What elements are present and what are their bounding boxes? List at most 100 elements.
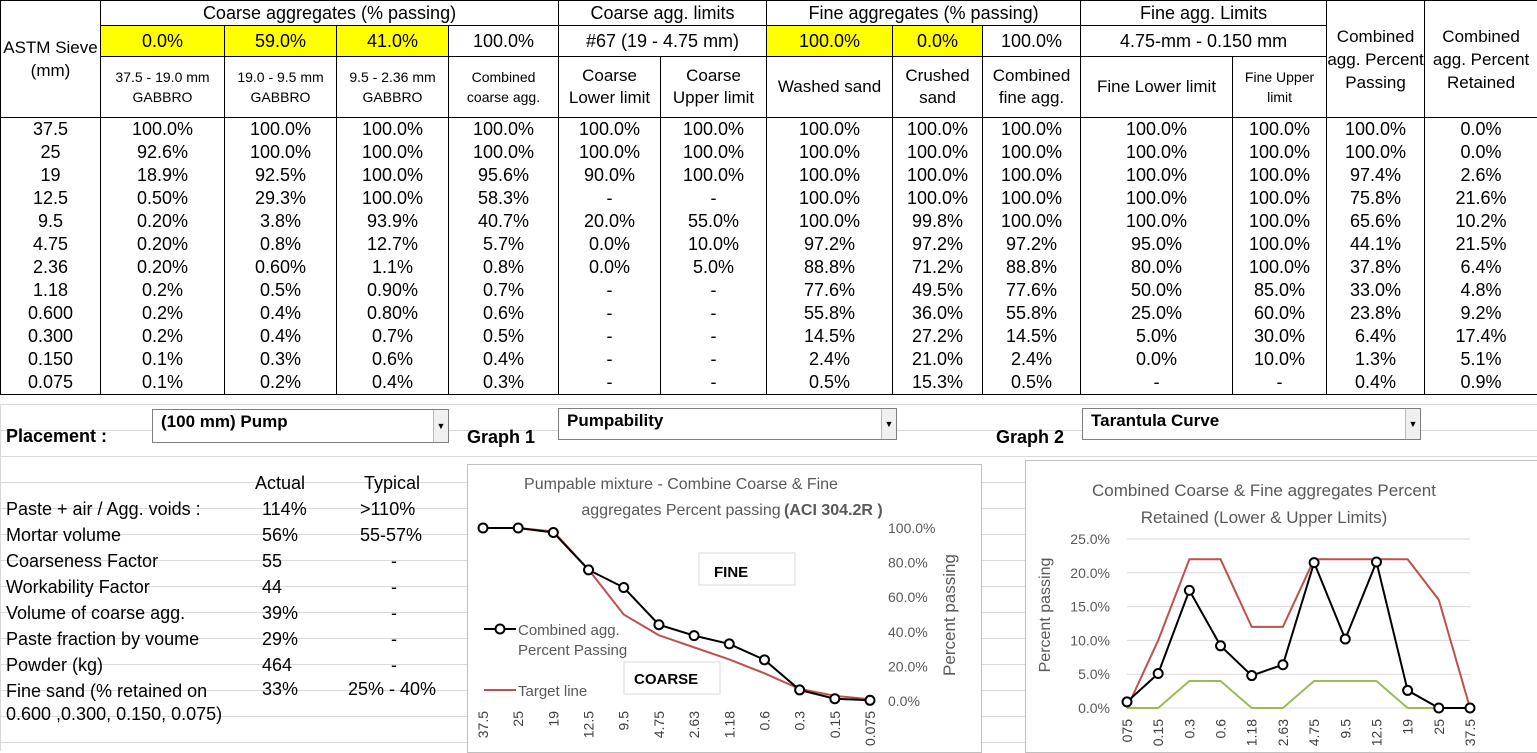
- table-cell: 14.5%: [767, 325, 893, 348]
- sieve-size-cell: 9.5: [1, 210, 101, 233]
- graph1-dropdown[interactable]: Pumpability ▼: [558, 408, 897, 440]
- table-cell: 10.0%: [1233, 348, 1327, 371]
- table-cell: 75.8%: [1327, 187, 1425, 210]
- table-cell: 100.0%: [101, 118, 225, 142]
- property-typical: >110%: [360, 499, 415, 520]
- table-cell: 100.0%: [1233, 233, 1327, 256]
- coarse-pct-2[interactable]: 59.0%: [225, 26, 337, 57]
- chevron-down-icon[interactable]: ▼: [433, 410, 448, 442]
- table-cell: 20.0%: [559, 210, 661, 233]
- combined-passing-header: Combined agg. Percent Passing: [1327, 1, 1425, 118]
- property-label: Fine sand (% retained on 0.600 ,0.300, 0…: [6, 680, 231, 726]
- table-cell: 77.6%: [767, 279, 893, 302]
- y-tick-label: 20.0%: [888, 658, 928, 674]
- table-cell: 100.0%: [893, 187, 983, 210]
- chevron-down-icon[interactable]: ▼: [1405, 409, 1420, 439]
- table-cell: 1.1%: [337, 256, 449, 279]
- table-cell: 0.4%: [225, 302, 337, 325]
- data-point: [690, 631, 699, 640]
- table-cell: 0.2%: [101, 302, 225, 325]
- table-cell: 2.6%: [1425, 164, 1537, 187]
- table-cell: 100.0%: [767, 187, 893, 210]
- table-cell: 100.0%: [1233, 187, 1327, 210]
- placement-dropdown[interactable]: (100 mm) Pump ▼: [152, 409, 449, 443]
- table-cell: 100.0%: [983, 187, 1081, 210]
- table-cell: 0.0%: [1425, 141, 1537, 164]
- table-cell: 100.0%: [1081, 164, 1233, 187]
- table-cell: 100.0%: [1327, 118, 1425, 142]
- graph2-label: Graph 2: [996, 427, 1064, 448]
- fine-pct-1[interactable]: 100.0%: [767, 26, 893, 57]
- col-header: Crushed sand: [893, 57, 983, 118]
- data-point: [1185, 586, 1194, 595]
- table-cell: 12.7%: [337, 233, 449, 256]
- coarse-limits-range: #67 (19 - 4.75 mm): [559, 26, 767, 57]
- data-point: [1278, 660, 1287, 669]
- table-cell: 95.6%: [449, 164, 559, 187]
- table-cell: 4.8%: [1425, 279, 1537, 302]
- chevron-down-icon[interactable]: ▼: [881, 409, 896, 439]
- gradation-table: ASTM Sieve (mm) Coarse aggregates (% pas…: [0, 0, 1537, 395]
- x-tick-label: 19: [1400, 719, 1416, 735]
- series-line: [1127, 562, 1470, 708]
- placement-value: (100 mm) Pump: [161, 412, 288, 431]
- actual-header: Actual: [255, 473, 305, 494]
- table-cell: 100.0%: [767, 210, 893, 233]
- x-tick-label: 37.5: [1462, 719, 1478, 746]
- table-cell: 0.3%: [225, 348, 337, 371]
- table-cell: 5.1%: [1425, 348, 1537, 371]
- table-cell: 0.0%: [1081, 348, 1233, 371]
- table-cell: 0.6%: [337, 348, 449, 371]
- data-point: [1123, 697, 1132, 706]
- table-cell: 21.6%: [1425, 187, 1537, 210]
- table-cell: 55.8%: [983, 302, 1081, 325]
- table-cell: 100.0%: [1081, 141, 1233, 164]
- graph1-label: Graph 1: [467, 427, 535, 448]
- col-header: Combined coarse agg.: [449, 57, 559, 118]
- sieve-size-cell: 2.36: [1, 256, 101, 279]
- property-typical: 55-57%: [360, 525, 422, 546]
- table-cell: 3.8%: [225, 210, 337, 233]
- tarantula-chart: Combined Coarse & Fine aggregates Percen…: [1026, 461, 1537, 752]
- table-cell: 0.5%: [983, 371, 1081, 395]
- pumpability-chart: Pumpable mixture - Combine Coarse & Fine…: [468, 465, 981, 752]
- table-cell: 40.7%: [449, 210, 559, 233]
- table-cell: 0.20%: [101, 233, 225, 256]
- chart-1: Pumpable mixture - Combine Coarse & Fine…: [467, 464, 982, 753]
- y-tick-label: 25.0%: [1070, 531, 1110, 547]
- property-typical: 25% - 40%: [348, 679, 436, 700]
- coarse-pct-1[interactable]: 0.0%: [101, 26, 225, 57]
- table-cell: 90.0%: [559, 164, 661, 187]
- table-cell: -: [559, 302, 661, 325]
- table-cell: 100.0%: [983, 141, 1081, 164]
- coarse-pct-3[interactable]: 41.0%: [337, 26, 449, 57]
- table-cell: 100.0%: [337, 187, 449, 210]
- property-actual: 33%: [262, 679, 298, 700]
- col-header: 37.5 - 19.0 mm GABBRO: [101, 57, 225, 118]
- table-cell: 100.0%: [1081, 187, 1233, 210]
- x-tick-label: 9.5: [1337, 719, 1353, 739]
- table-cell: 100.0%: [337, 141, 449, 164]
- table-cell: 0.2%: [101, 279, 225, 302]
- table-cell: 97.2%: [893, 233, 983, 256]
- x-tick-label: 25: [510, 711, 526, 727]
- property-typical: -: [391, 655, 397, 676]
- table-cell: 17.4%: [1425, 325, 1537, 348]
- table-cell: 0.20%: [101, 256, 225, 279]
- table-cell: 0.6%: [449, 302, 559, 325]
- table-cell: 0.5%: [767, 371, 893, 395]
- limit-line: [1127, 559, 1470, 708]
- graph2-dropdown[interactable]: Tarantula Curve ▼: [1082, 408, 1421, 440]
- x-tick-label: 25: [1431, 719, 1447, 735]
- table-cell: 100.0%: [337, 118, 449, 142]
- fine-pct-2[interactable]: 0.0%: [893, 26, 983, 57]
- table-cell: 0.1%: [101, 348, 225, 371]
- table-cell: 85.0%: [1233, 279, 1327, 302]
- table-cell: 0.0%: [559, 256, 661, 279]
- table-cell: 100.0%: [661, 141, 767, 164]
